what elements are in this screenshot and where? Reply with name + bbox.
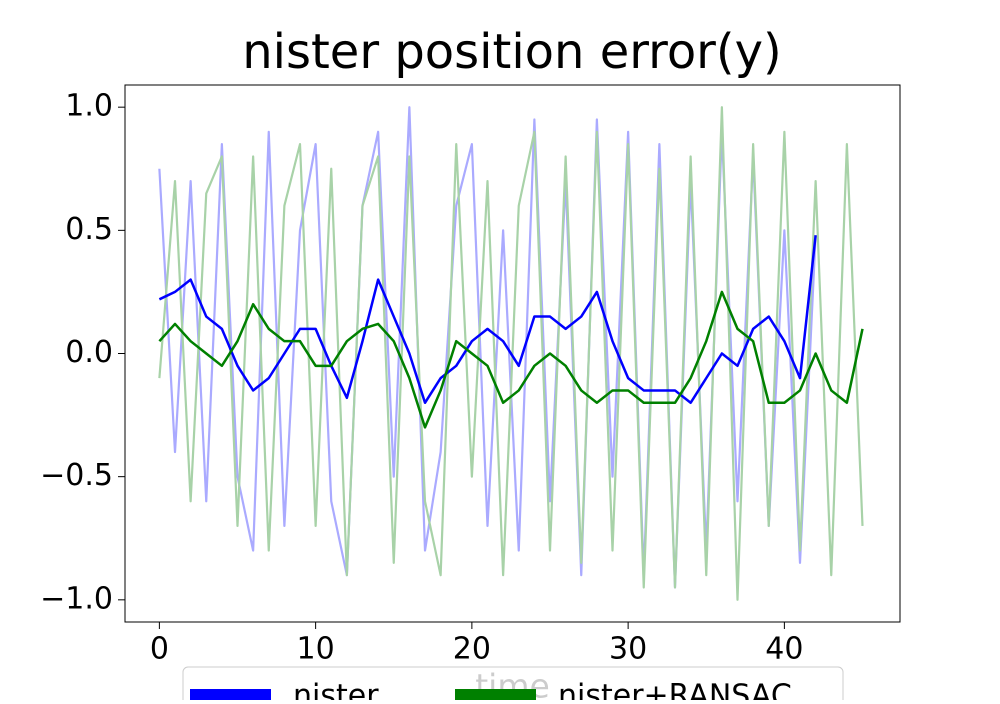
legend-label: nister+RANSAC bbox=[558, 679, 792, 701]
x-tick-label: 40 bbox=[765, 632, 803, 667]
legend: nister nister+RANSAC bbox=[182, 666, 844, 704]
legend-label: nister bbox=[293, 679, 379, 701]
y-tick-label: −0.5 bbox=[40, 458, 113, 493]
y-tick-label: 0.0 bbox=[65, 335, 113, 370]
series-line bbox=[158, 235, 817, 405]
chart-title: nister position error(y) bbox=[242, 24, 782, 80]
legend-swatch bbox=[455, 689, 536, 704]
legend-swatch bbox=[190, 689, 271, 704]
series-line bbox=[158, 106, 864, 601]
x-tick-label: 10 bbox=[297, 632, 335, 667]
plot-frame bbox=[124, 84, 901, 623]
x-tick-label: 0 bbox=[150, 632, 169, 667]
y-tick-label: −1.0 bbox=[40, 581, 113, 616]
x-tick-label: 20 bbox=[453, 632, 491, 667]
x-tick-label: 30 bbox=[609, 632, 647, 667]
y-tick-label: 0.5 bbox=[65, 212, 113, 247]
series-line bbox=[158, 290, 864, 429]
y-tick-label: 1.0 bbox=[65, 89, 113, 124]
legend-box bbox=[182, 666, 844, 704]
